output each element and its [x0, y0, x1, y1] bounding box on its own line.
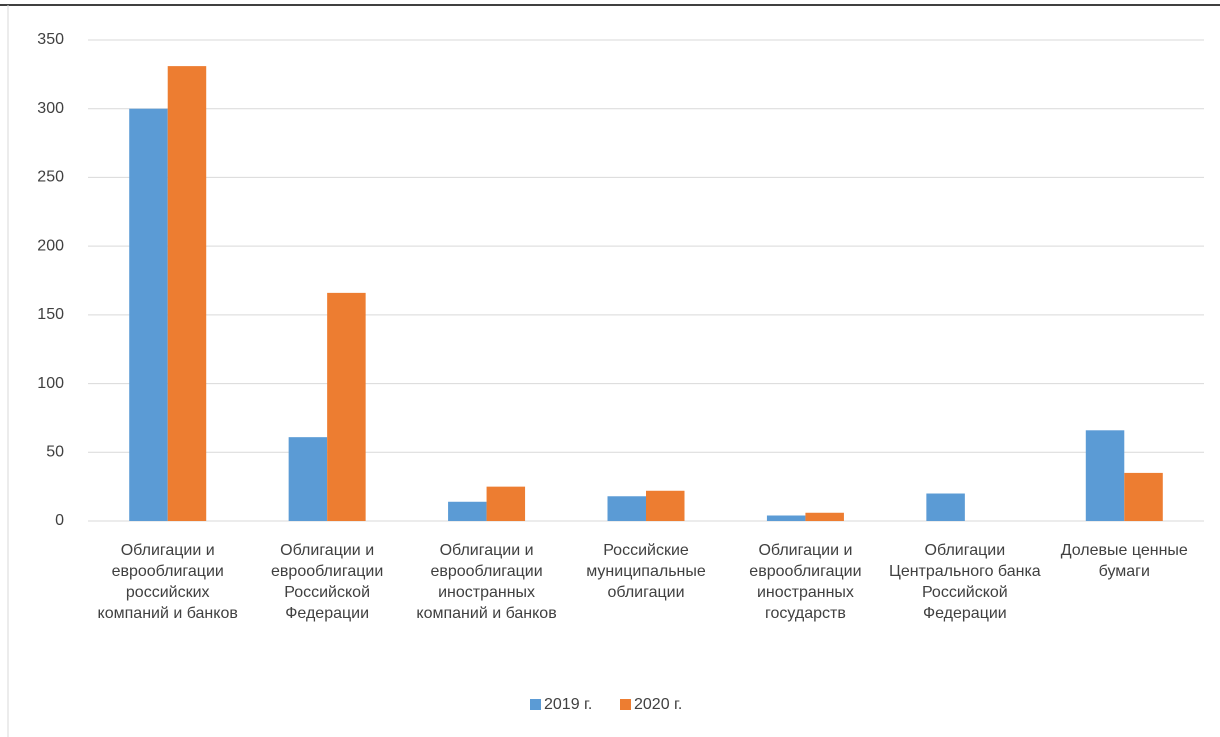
bar: [926, 493, 965, 521]
bar: [805, 512, 844, 521]
x-tick-label: Облигации Центрального банка Российской …: [888, 542, 1041, 622]
x-tick-label: Облигации и еврооблигации Российской Фед…: [271, 542, 384, 622]
bar: [607, 496, 646, 521]
bar: [646, 490, 685, 521]
legend-label: 2020 г.: [634, 696, 682, 713]
legend-swatch: [620, 699, 631, 710]
bar: [486, 486, 526, 521]
y-tick-label: 50: [46, 444, 64, 461]
y-tick-label: 0: [55, 512, 64, 529]
x-tick-label: Облигации и еврооблигации российских ком…: [97, 542, 238, 622]
y-tick-label: 150: [37, 306, 64, 323]
x-tick-label: Облигации и еврооблигации иностранных го…: [749, 542, 862, 622]
bar: [288, 437, 328, 521]
y-tick-label: 100: [37, 375, 64, 392]
bar: [129, 108, 168, 521]
bar: [1124, 472, 1163, 521]
bar: [327, 292, 366, 521]
y-tick-label: 300: [37, 100, 64, 117]
legend-swatch: [530, 699, 541, 710]
y-tick-label: 250: [37, 169, 64, 186]
bar: [1085, 430, 1125, 521]
bar: [766, 515, 806, 521]
legend-label: 2019 г.: [544, 696, 592, 713]
x-tick-label: Долевые ценные бумаги: [1060, 542, 1188, 580]
y-tick-label: 200: [37, 237, 64, 254]
bar: [167, 66, 207, 522]
bar: [448, 501, 487, 521]
x-tick-label: Российские муниципальные облигации: [586, 542, 706, 601]
x-tick-label: Облигации и еврооблигации иностранных ко…: [416, 542, 557, 622]
y-tick-label: 350: [37, 31, 64, 48]
